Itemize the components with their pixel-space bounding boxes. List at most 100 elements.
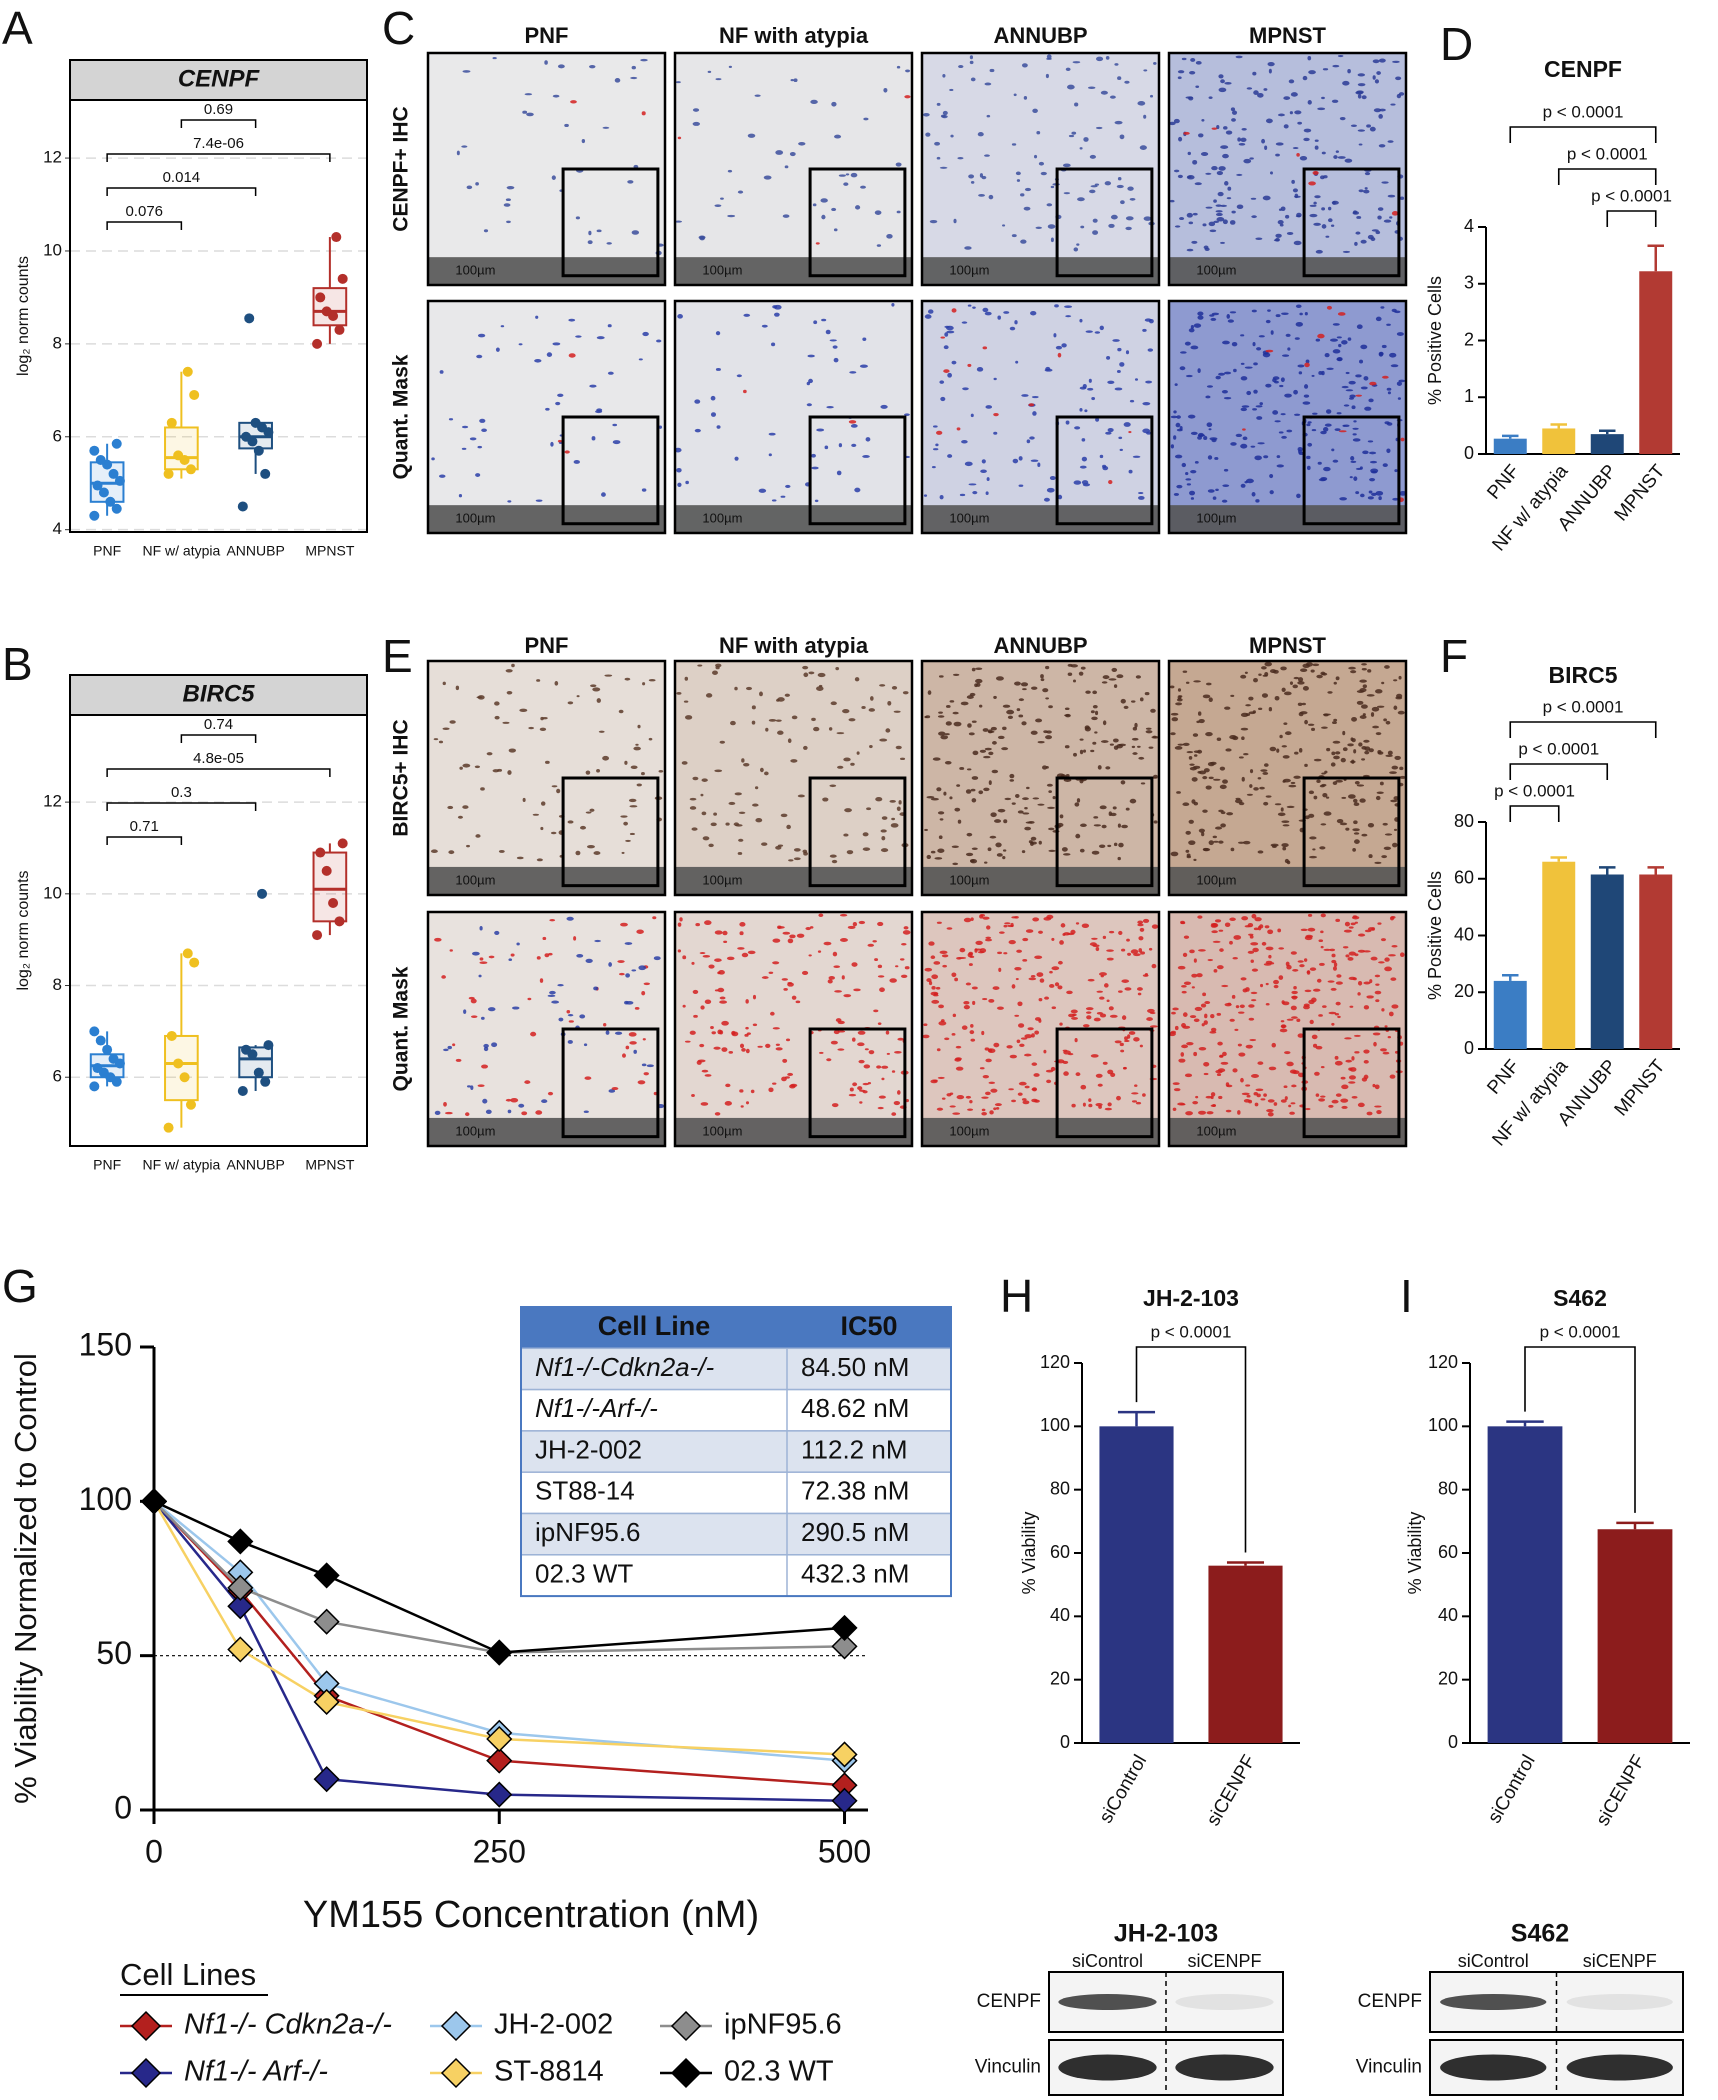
nucleus <box>1283 124 1289 129</box>
nucleus <box>1023 206 1031 211</box>
nucleus <box>1291 1084 1297 1088</box>
nucleus <box>685 480 689 485</box>
nucleus <box>1252 71 1257 76</box>
nucleus <box>623 821 628 826</box>
nucleus <box>1389 916 1395 921</box>
nucleus <box>580 825 587 830</box>
nucleus <box>1024 187 1032 192</box>
nucleus <box>1220 79 1225 84</box>
nucleus <box>1321 224 1327 229</box>
nucleus <box>833 1029 840 1035</box>
nucleus <box>1016 949 1022 953</box>
band <box>1058 1994 1157 2010</box>
nucleus <box>449 720 456 724</box>
nucleus <box>1285 333 1291 337</box>
nucleus <box>1358 189 1364 193</box>
nucleus <box>1200 152 1209 157</box>
nucleus <box>805 927 811 931</box>
nucleus <box>1193 323 1202 328</box>
nucleus <box>1128 1031 1136 1035</box>
nucleus <box>1397 710 1405 715</box>
table-cell: Nf1-/-Cdkn2a-/- <box>535 1352 714 1382</box>
nucleus <box>1012 458 1019 464</box>
nucleus <box>1381 375 1389 379</box>
nucleus <box>483 1043 489 1048</box>
nucleus <box>986 477 990 482</box>
nucleus <box>1215 826 1222 830</box>
nucleus <box>1030 730 1038 735</box>
nucleus <box>1188 840 1196 845</box>
nucleus <box>1064 305 1073 309</box>
nucleus <box>1265 319 1271 324</box>
inset <box>808 1027 907 1139</box>
nucleus <box>1253 389 1258 394</box>
point <box>321 865 332 876</box>
nucleus <box>930 955 936 960</box>
scale-band <box>1169 866 1406 895</box>
nucleus <box>843 182 849 186</box>
nucleus <box>936 430 943 435</box>
nucleus <box>1140 951 1146 955</box>
nucleus <box>833 228 838 232</box>
nucleus <box>1194 182 1202 186</box>
nucleus <box>1192 733 1199 737</box>
nucleus <box>1284 393 1292 398</box>
nucleus <box>1181 1023 1186 1028</box>
nucleus <box>1201 119 1205 122</box>
nucleus <box>1197 434 1206 437</box>
nucleus <box>814 499 819 503</box>
nucleus <box>1386 422 1393 426</box>
nucleus <box>971 847 978 851</box>
nucleus <box>951 360 957 365</box>
nucleus <box>1320 671 1326 676</box>
nucleus <box>1037 462 1041 468</box>
nucleus <box>1102 675 1110 680</box>
nucleus <box>1282 824 1290 827</box>
nucleus <box>1181 1044 1189 1049</box>
nucleus <box>492 56 497 60</box>
nucleus <box>883 87 888 93</box>
nucleus <box>1313 201 1317 205</box>
nucleus <box>1076 798 1081 803</box>
nucleus <box>1354 241 1358 246</box>
legend-marker <box>670 2010 702 2042</box>
y-tick-label: 10 <box>43 883 62 902</box>
point <box>182 366 193 377</box>
nucleus <box>1065 774 1070 778</box>
nucleus <box>975 678 983 684</box>
nucleus <box>1331 200 1339 205</box>
nucleus <box>1256 416 1263 420</box>
nucleus <box>1399 952 1405 958</box>
nucleus <box>1378 114 1383 119</box>
y-tick-label: 40 <box>1050 1605 1070 1625</box>
nucleus <box>1392 842 1398 848</box>
ihc-column-header: ANNUBP <box>993 23 1087 48</box>
nucleus <box>775 1043 780 1046</box>
nucleus <box>1179 217 1185 221</box>
nucleus <box>1240 137 1247 142</box>
nucleus <box>837 765 844 769</box>
nucleus <box>1211 165 1218 171</box>
nucleus <box>1224 922 1231 928</box>
nucleus <box>1244 481 1248 484</box>
nucleus <box>1277 113 1285 117</box>
nucleus <box>752 1023 758 1027</box>
point <box>95 1035 106 1046</box>
nucleus <box>984 82 992 86</box>
nucleus <box>992 986 1000 990</box>
nucleus <box>1357 980 1363 986</box>
nucleus <box>715 331 721 336</box>
y-tick-label: 80 <box>1438 1478 1458 1498</box>
nucleus <box>545 760 550 764</box>
point <box>321 306 332 317</box>
nucleus <box>482 1098 488 1104</box>
nucleus <box>1284 1051 1291 1055</box>
nucleus <box>1208 697 1213 703</box>
nucleus <box>1208 221 1216 227</box>
nucleus <box>993 431 998 435</box>
nucleus <box>1174 383 1178 386</box>
y-tick-label: 3 <box>1464 273 1474 293</box>
nucleus <box>1108 480 1113 485</box>
nucleus <box>1059 814 1064 819</box>
nucleus <box>1107 1102 1112 1107</box>
